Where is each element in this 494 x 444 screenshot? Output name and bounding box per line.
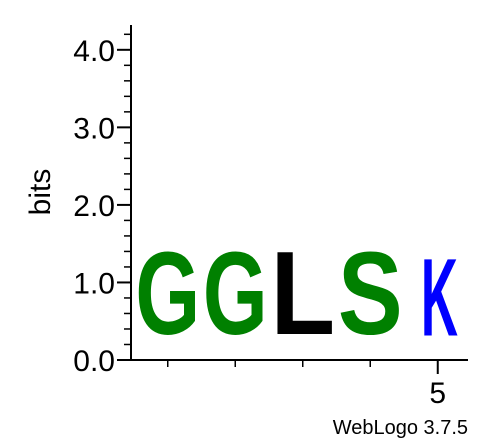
logo-letter-g-pos-1: G xyxy=(135,228,200,360)
x-tick-label: 5 xyxy=(429,377,446,410)
logo-letter-glyph: S xyxy=(338,227,403,359)
logo-letter-k-pos-5: K xyxy=(421,237,458,360)
weblogo-version-footer: WebLogo 3.7.5 xyxy=(333,417,468,439)
y-axis-label: bits xyxy=(24,169,57,216)
logo-letter-g-pos-2: G xyxy=(203,228,268,360)
y-tick-label: 1.0 xyxy=(73,267,115,300)
y-tick-label: 4.0 xyxy=(73,35,115,68)
logo-letter-glyph: K xyxy=(421,237,458,360)
y-axis-ticks: 0.0 1.0 2.0 3.0 4.0 xyxy=(73,33,131,378)
logo-letter-glyph: G xyxy=(203,228,268,360)
logo-letter-l-pos-3: L xyxy=(270,226,335,359)
logo-letter-s-pos-4: S xyxy=(338,227,403,359)
y-tick-label: 3.0 xyxy=(73,112,115,145)
logo-letter-glyph: L xyxy=(270,226,335,359)
logo-letter-glyph: G xyxy=(135,228,200,360)
x-axis-ticks: 5 xyxy=(167,360,446,410)
y-tick-label: 2.0 xyxy=(73,190,115,223)
y-tick-label: 0.0 xyxy=(73,345,115,378)
